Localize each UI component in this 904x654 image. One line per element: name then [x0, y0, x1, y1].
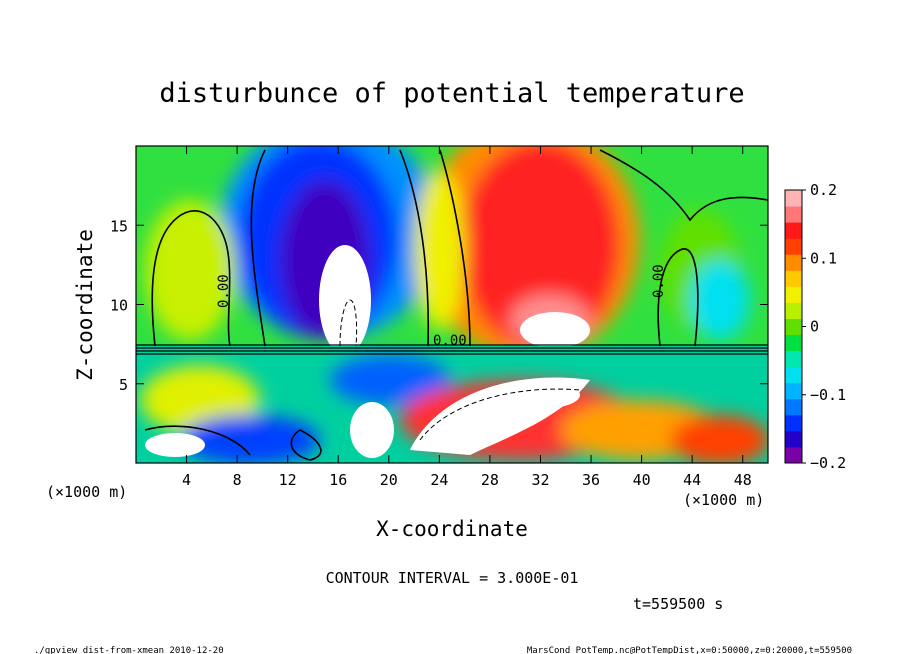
- colorbar-segment: [785, 270, 802, 287]
- colorbar-segment: [785, 430, 802, 448]
- colorbar-segment: [785, 334, 802, 352]
- x-tick-label: 28: [481, 471, 499, 489]
- x-tick-label: 20: [380, 471, 398, 489]
- time-label: t=559500 s: [633, 595, 723, 613]
- x-tick-label: 48: [734, 471, 752, 489]
- colorbar-tick-label: −0.2: [810, 454, 846, 472]
- colorbar-segment: [785, 222, 802, 239]
- colorbar-segment: [785, 398, 802, 416]
- colorbar-segment: [785, 350, 802, 368]
- colorbar-segment: [785, 286, 802, 303]
- colorbar-segment: [785, 190, 802, 207]
- x-tick-label: 44: [683, 471, 701, 489]
- colorbar-segment: [785, 366, 802, 384]
- colorbar: [785, 190, 802, 464]
- contour-label: 0.00: [433, 333, 467, 349]
- colorbar-segment: [785, 254, 802, 271]
- contour-interval: CONTOUR INTERVAL = 3.000E-01: [326, 569, 579, 587]
- colorbar-segment: [785, 302, 802, 319]
- colorbar-segment: [785, 382, 802, 400]
- x-unit-right: (×1000 m): [683, 491, 764, 509]
- y-tick-label: 5: [119, 376, 128, 394]
- contour-label: 0.00: [651, 264, 667, 298]
- x-tick-label: 8: [233, 471, 242, 489]
- colorbar-tick-label: 0.2: [810, 181, 837, 199]
- colorbar-tick-label: 0: [810, 318, 819, 336]
- x-tick-label: 32: [531, 471, 549, 489]
- x-axis-label: X-coordinate: [376, 517, 528, 541]
- y-axis-ticks: 5 10 15: [110, 217, 768, 394]
- x-axis-ticks: 4 8 12 16 20 24 28 32 36 40 44 48: [182, 146, 752, 489]
- footer-left: ./gpview_dist-from-xmean 2010-12-20: [34, 646, 224, 654]
- colorbar-ticks: 0.2 0.1 0 −0.1 −0.2: [802, 181, 846, 472]
- colorbar-segment: [785, 318, 802, 336]
- x-tick-label: 40: [633, 471, 651, 489]
- x-tick-label: 12: [279, 471, 297, 489]
- zero-contour-labels: 0.00 0.00 0.00: [216, 264, 667, 349]
- colorbar-tick-label: −0.1: [810, 386, 846, 404]
- chart-title: disturbunce of potential temperature: [159, 78, 744, 109]
- colorbar-segment: [785, 238, 802, 255]
- x-tick-label: 24: [430, 471, 448, 489]
- colorbar-tick-label: 0.1: [810, 249, 837, 267]
- y-axis-label: Z-coordinate: [73, 229, 97, 381]
- colorbar-segment: [785, 414, 802, 432]
- footer-right: MarsCond_PotTemp.nc@PotTempDist,x=0:5000…: [527, 646, 852, 654]
- x-unit-left: (×1000 m): [46, 483, 127, 501]
- x-tick-label: 36: [582, 471, 600, 489]
- y-tick-label: 10: [110, 297, 128, 315]
- x-tick-label: 4: [182, 471, 191, 489]
- heatmap-field: [136, 146, 768, 463]
- contour-label: 0.00: [216, 274, 232, 308]
- x-tick-label: 16: [329, 471, 347, 489]
- y-tick-label: 15: [110, 217, 128, 235]
- colorbar-segment: [785, 446, 802, 464]
- colorbar-segment: [785, 206, 802, 223]
